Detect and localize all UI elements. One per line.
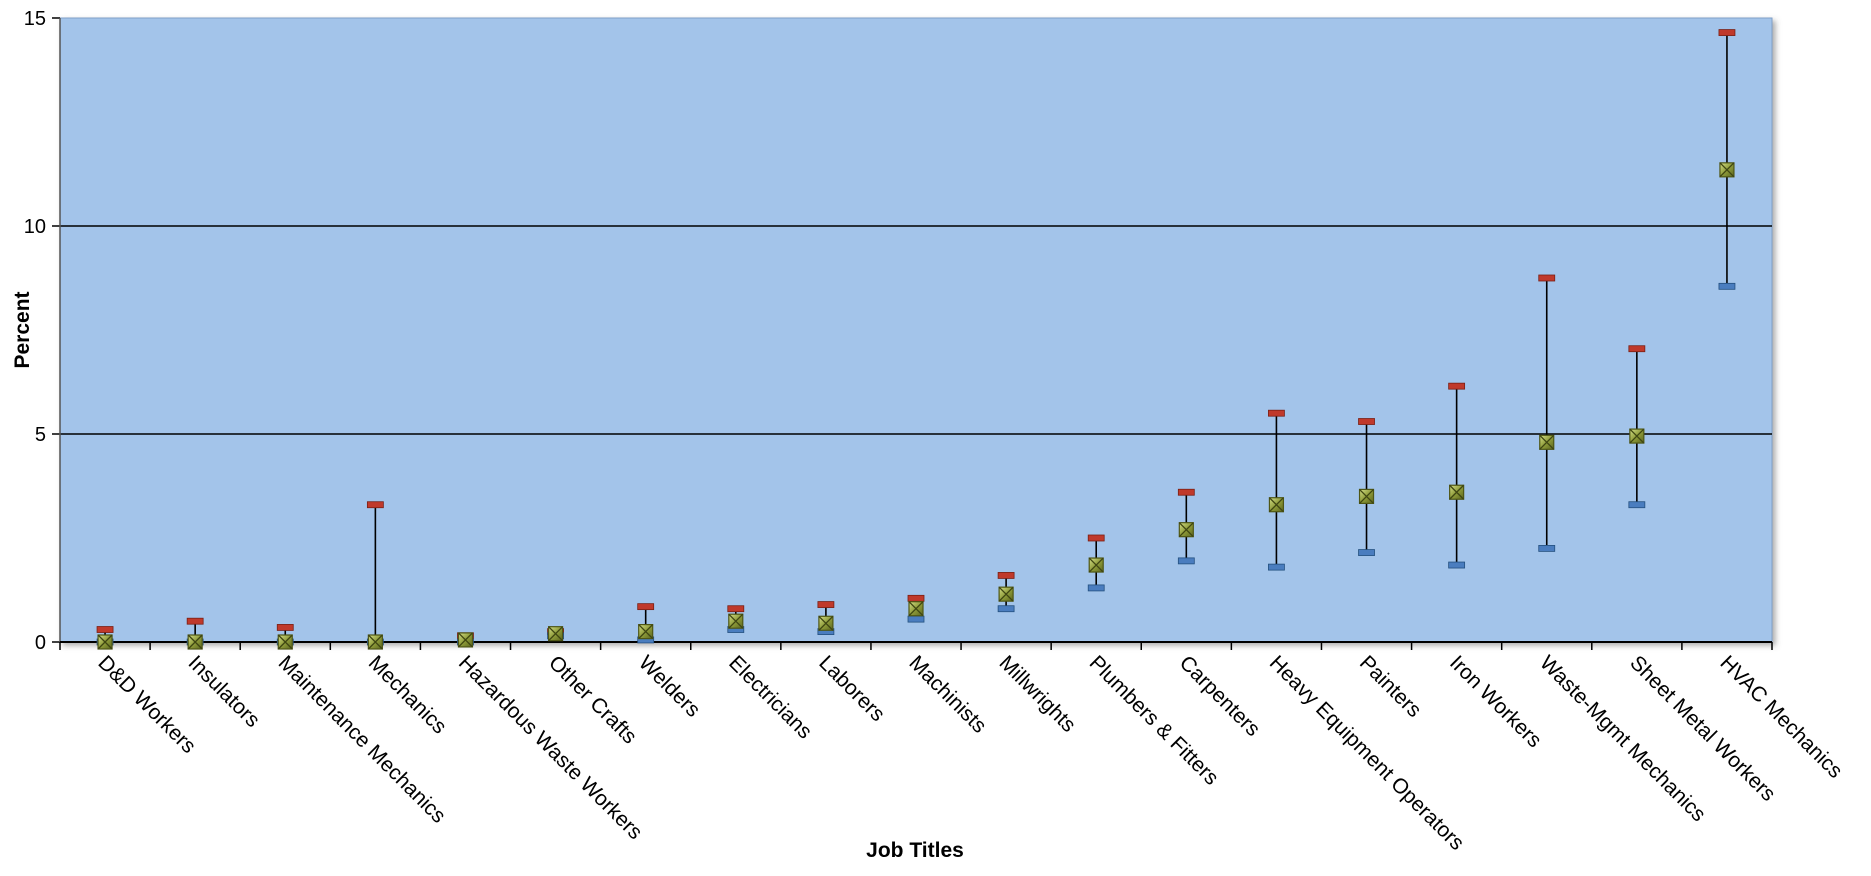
x-category-label: Sheet Metal Workers <box>1625 651 1780 806</box>
x-category-label: Painters <box>1355 651 1426 722</box>
data-point-marker-cross <box>1088 557 1104 573</box>
y-tick-label: 5 <box>35 424 46 446</box>
error-bar-lower-cap <box>1628 501 1646 509</box>
x-category-label: Machinists <box>904 651 990 737</box>
error-bar-upper-cap <box>907 594 925 602</box>
error-bar-upper-cap <box>637 603 655 611</box>
x-category-label: Insulators <box>184 651 265 732</box>
data-point-marker-cross <box>1719 162 1735 178</box>
y-tick-label: 10 <box>24 216 46 238</box>
data-markers <box>97 162 1735 650</box>
error-bar-upper-cap <box>1087 534 1105 542</box>
x-category-label: Maintenance Mechanics <box>274 651 450 827</box>
x-category-label: Mechanics <box>364 651 451 738</box>
data-point-marker-cross <box>458 632 473 648</box>
data-point-marker-cross <box>97 634 113 650</box>
data-point-marker-cross <box>1178 522 1194 538</box>
data-point-marker-cross <box>1268 497 1284 513</box>
error-bar-lower-cap <box>1358 549 1375 556</box>
x-category-label: Other Crafts <box>544 651 641 748</box>
error-bar-upper-cap <box>276 624 294 631</box>
data-point-marker-cross <box>1359 488 1374 504</box>
x-category-label: Laborers <box>814 651 889 726</box>
data-point-marker-cross <box>818 615 834 631</box>
data-point-marker-cross <box>277 634 293 650</box>
error-bar-upper-cap <box>1177 488 1195 496</box>
data-point-marker-cross <box>908 601 924 617</box>
x-category-label: Heavy Equipment Operators <box>1265 651 1469 855</box>
error-bar-upper-cap <box>1538 274 1556 282</box>
x-category-label: Millwrights <box>995 651 1081 737</box>
x-category-label: Carpenters <box>1175 651 1265 741</box>
y-axis-title: Percent <box>11 291 34 368</box>
y-tick-label: 15 <box>24 8 46 30</box>
data-point-marker-cross <box>728 613 744 629</box>
error-bar-upper-cap <box>96 626 114 633</box>
error-bar-upper-cap <box>1718 29 1736 36</box>
error-bar-lower-cap <box>997 605 1015 613</box>
y-axis-ticks: 0 5 10 15 <box>24 8 60 654</box>
plot-area <box>59 17 1773 643</box>
error-bar-lower-cap <box>1538 545 1556 552</box>
data-point-marker-cross <box>367 634 383 650</box>
grid-lines <box>60 225 1772 435</box>
x-category-label: Hazardous Waste Workers <box>454 651 647 844</box>
x-axis-title: Job Titles <box>866 839 964 862</box>
data-point-marker-cross <box>638 624 654 640</box>
error-bar-lower-cap <box>907 615 925 623</box>
axes <box>59 18 1773 650</box>
error-bar-lower-cap <box>1718 282 1736 290</box>
data-point-marker-cross <box>998 586 1014 602</box>
error-bar-upper-cap <box>1448 382 1466 390</box>
error-bar-upper-cap <box>366 501 384 509</box>
error-bar-lower-cap <box>1177 557 1195 565</box>
x-category-label: Welders <box>634 651 704 721</box>
error-bar-upper-cap <box>1268 409 1285 417</box>
data-point-marker-cross <box>1539 434 1555 450</box>
error-bar-upper-cap <box>817 601 835 608</box>
error-bar-upper-cap <box>997 572 1015 579</box>
data-point-marker-cross <box>187 634 203 650</box>
data-point-marker-cross <box>1629 428 1645 444</box>
error-bar-lower-cap <box>1268 563 1285 571</box>
error-bar-lower-cap <box>1087 584 1105 592</box>
x-category-label: Iron Workers <box>1445 651 1546 752</box>
data-point-marker-cross <box>1449 484 1465 500</box>
data-point-marker-cross <box>548 626 564 642</box>
error-bar-upper-cap <box>1358 418 1375 425</box>
x-category-label: Electricians <box>724 651 816 743</box>
error-bar-upper-cap <box>727 605 745 613</box>
error-bar-upper-cap <box>1628 345 1646 353</box>
error-bar-lower-cap <box>1448 561 1466 569</box>
y-tick-label: 0 <box>35 632 46 654</box>
x-category-label: Waste-Mgmt Mechanics <box>1535 651 1710 826</box>
error-bar-upper-cap <box>186 617 204 625</box>
